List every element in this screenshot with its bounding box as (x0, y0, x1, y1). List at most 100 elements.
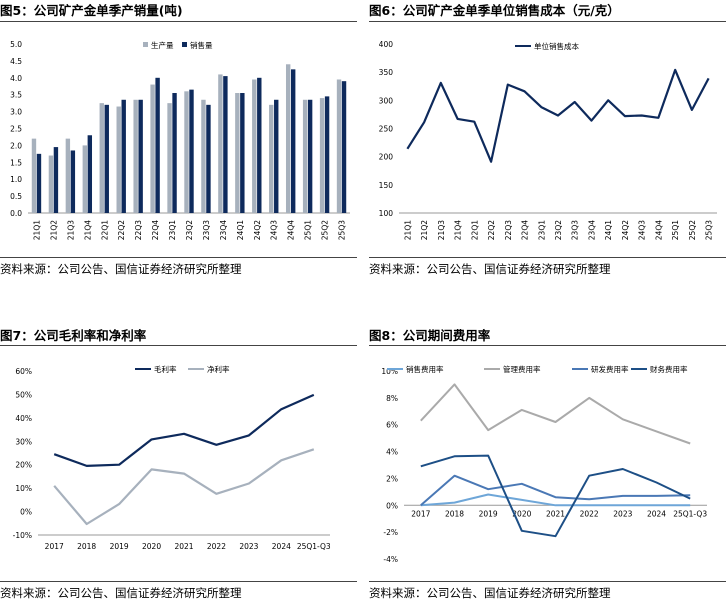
x-tick-label: 2021 (174, 542, 193, 551)
production-bar (336, 79, 342, 213)
x-tick-label: 2024 (647, 509, 666, 518)
production-bar (269, 104, 274, 213)
y-tick-label: 300 (379, 96, 394, 105)
x-tick-label: 23Q2 (185, 220, 194, 240)
sales-bar (155, 77, 160, 213)
x-tick-label: 2022 (580, 509, 599, 518)
y-tick-label: 0% (386, 501, 398, 510)
x-tick-label: 2022 (207, 542, 226, 551)
y-tick-label: -4% (383, 555, 398, 564)
x-tick-label: 22Q4 (521, 220, 530, 240)
x-tick-label: 25Q1 (304, 220, 313, 240)
x-tick-label: 22Q1 (470, 220, 479, 240)
source-note: 资料来源：公司公告、国信证券经济研究所整理 (0, 586, 242, 600)
x-tick-label: 24Q3 (638, 220, 647, 240)
y-tick-label: 10% (381, 367, 398, 376)
y-tick-label: 400 (379, 40, 394, 49)
x-tick-label: 21Q2 (420, 220, 429, 240)
source-rule (0, 257, 357, 258)
sales-bar (324, 96, 330, 213)
sales-bar (70, 150, 76, 213)
source-rule (0, 581, 357, 582)
y-tick-label: 2.5 (10, 125, 22, 134)
production-bar (302, 99, 308, 213)
y-tick-label: 50% (15, 390, 32, 399)
y-tick-label: 2.0 (10, 141, 22, 150)
production-bar (48, 155, 54, 213)
x-tick-label: 22Q4 (151, 220, 160, 240)
x-tick-label: 22Q3 (504, 220, 513, 240)
legend-label: 毛利率 (154, 364, 177, 374)
y-tick-label: 150 (379, 181, 394, 190)
legend-label: 管理费用率 (503, 364, 541, 374)
source-rule (369, 581, 726, 582)
series-line-2 (53, 448, 315, 526)
sales-bar (206, 104, 211, 213)
source-note: 资料来源：公司公告、国信证券经济研究所整理 (0, 262, 242, 276)
production-bar (235, 93, 240, 213)
y-tick-label: 4.5 (10, 57, 22, 66)
source-note: 资料来源：公司公告、国信证券经济研究所整理 (369, 262, 611, 276)
y-tick-label: 350 (379, 68, 394, 77)
x-tick-label: 25Q1 (671, 220, 680, 240)
production-bar (133, 99, 138, 213)
x-tick-label: 22Q3 (134, 220, 143, 240)
title-rule (0, 21, 357, 22)
figure-6-panel: 图6：公司矿产金单季单位销售成本（元/克） 400 350 300 250 200 150… (369, 0, 726, 280)
x-tick-label: 2023 (613, 509, 632, 518)
sales-bar (104, 104, 109, 213)
y-tick-label: 1.0 (10, 175, 22, 184)
legend-label: 财务费用率 (650, 364, 688, 374)
x-tick-label: 22Q2 (487, 220, 496, 240)
x-tick-label: 2023 (239, 542, 258, 551)
sales-bar (87, 135, 93, 213)
x-tick-label: 25Q1-Q3 (297, 542, 331, 551)
x-tick-label: 25Q2 (321, 220, 330, 240)
figure-5-panel: 图5：公司矿产金单季产销量(吨) 5.0 4.5 4.0 3.5 3.0 2.5 2.0 1.… (0, 0, 357, 280)
x-tick-label: 21Q3 (66, 220, 75, 240)
y-tick-label: 200 (379, 153, 394, 162)
x-tick-label: 23Q3 (202, 220, 211, 240)
legend-swatch-production (143, 42, 148, 47)
series-line-1 (420, 493, 691, 507)
x-tick-label: 22Q1 (100, 220, 109, 240)
y-tick-label: 6% (386, 421, 398, 430)
y-tick-label: 8% (386, 394, 398, 403)
x-tick-label: 21Q4 (454, 220, 463, 240)
series-line-1 (406, 68, 710, 163)
series-line-3 (420, 474, 691, 507)
y-tick-label: -10% (13, 531, 32, 540)
y-tick-label: 250 (379, 125, 394, 134)
x-tick-label: 2019 (479, 509, 498, 518)
production-bar (218, 74, 223, 213)
y-tick-label: 10% (15, 484, 32, 493)
production-bar (252, 79, 257, 213)
legend-label: 净利率 (207, 364, 230, 374)
x-tick-label: 21Q1 (32, 220, 41, 240)
x-tick-label: 23Q4 (587, 220, 596, 240)
sales-bar (189, 89, 194, 213)
x-tick-label: 23Q1 (537, 220, 546, 240)
x-tick-label: 2020 (142, 542, 161, 551)
source-rule (369, 257, 726, 258)
x-tick-label: 25Q3 (705, 220, 714, 240)
legend-label: 销售费用率 (406, 364, 444, 374)
production-bar (167, 103, 172, 213)
sales-bar (240, 93, 245, 213)
production-bar (150, 84, 155, 213)
sales-bar (223, 76, 228, 213)
y-tick-label: 100 (379, 209, 394, 218)
production-bar (99, 103, 104, 213)
x-tick-label: 24Q3 (270, 220, 279, 240)
y-tick-label: 0% (20, 508, 32, 517)
x-tick-label: 2019 (110, 542, 129, 551)
y-tick-label: 3.5 (10, 91, 22, 100)
x-tick-label: 21Q1 (403, 220, 412, 240)
source-note: 资料来源：公司公告、国信证券经济研究所整理 (369, 586, 611, 600)
x-tick-label: 23Q2 (554, 220, 563, 240)
x-tick-label: 21Q2 (49, 220, 58, 240)
legend-swatch-sales (182, 42, 187, 47)
sales-bar (138, 99, 143, 213)
x-tick-label: 25Q2 (688, 220, 697, 240)
sales-bar (257, 77, 262, 213)
